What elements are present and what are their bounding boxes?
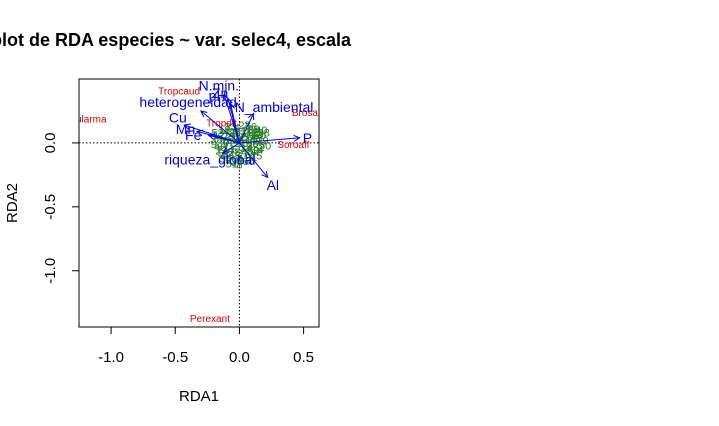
x-tick-label: -1.0 <box>98 349 124 366</box>
site-label: 37 <box>231 157 243 169</box>
y-axis: 0.0 -0.5 -1.0 <box>42 132 80 284</box>
site-label: 32 <box>253 142 265 154</box>
environment-arrow <box>201 111 240 144</box>
site-label: 60 <box>242 156 254 168</box>
environment-arrow <box>239 142 267 178</box>
y-tick-label: 0.0 <box>42 132 59 153</box>
site-label: 15 <box>229 151 241 163</box>
site-label: 43 <box>244 130 256 142</box>
y-tick-label: -0.5 <box>42 194 59 220</box>
site-label: 14 <box>251 144 263 156</box>
chart-title: Triplot de RDA especies ~ var. selec4, e… <box>0 30 352 50</box>
site-label: 20 <box>226 155 238 167</box>
environment-arrow <box>230 103 240 144</box>
environment-arrow <box>209 135 240 144</box>
zero-reference-lines <box>79 79 319 327</box>
environment-arrow-label: Fe <box>185 127 202 143</box>
site-label: 27 <box>242 134 254 146</box>
species-label: Tropdit <box>206 118 237 129</box>
site-label: 28 <box>228 147 240 159</box>
species-label: Bulcularma <box>57 115 107 126</box>
x-tick-label: 0.5 <box>293 349 314 366</box>
site-label: 6 <box>224 135 230 147</box>
site-label: 4 <box>234 123 240 135</box>
environment-arrow-label: Al <box>267 177 279 193</box>
site-label: 7 <box>243 148 249 160</box>
species-label: Soroaff <box>277 140 309 151</box>
environment-arrow-label: Zn <box>212 85 228 101</box>
site-label: 59 <box>232 144 244 156</box>
y-axis-title: RDA2 <box>4 183 21 223</box>
environment-arrow-label: pH <box>209 88 227 104</box>
site-label: 40 <box>255 125 267 137</box>
species-label: Perexant <box>190 314 230 325</box>
site-label: 39 <box>217 138 229 150</box>
site-label: 52 <box>247 146 259 158</box>
site-label: 1 <box>230 128 236 140</box>
site-label: 50 <box>259 140 271 152</box>
site-label: 9 <box>211 139 217 151</box>
y-tick-label: -1.0 <box>42 258 59 284</box>
site-label: 8 <box>236 160 242 172</box>
species-label: Brosa <box>292 108 319 119</box>
x-axis-title: RDA1 <box>179 388 219 405</box>
site-label: 23 <box>238 120 250 132</box>
site-label: 51 <box>226 158 238 170</box>
site-label: 3 <box>247 140 253 152</box>
x-tick-label: 0.0 <box>229 349 250 366</box>
site-label: 5 <box>252 134 258 146</box>
environment-arrow-label: Mn <box>176 121 195 137</box>
environment-arrow <box>238 114 253 144</box>
site-label: 49 <box>223 126 235 138</box>
environment-arrow-label: riqueza_global <box>164 152 255 168</box>
site-label: 41 <box>237 153 249 165</box>
site-label: 10 <box>254 130 266 142</box>
site-label: 29 <box>247 124 259 136</box>
species-labels: Tropcaud Brosa Tropdit Soroaff Perexant Bulcu… <box>57 87 319 326</box>
environment-arrow-label: P <box>303 130 312 146</box>
species-label: Tropcaud <box>158 87 200 98</box>
environment-arrow-label: Cu <box>169 109 187 125</box>
environment-arrow <box>239 138 299 144</box>
x-tick-label: -0.5 <box>162 349 188 366</box>
environment-arrow <box>223 142 240 153</box>
site-label: 58 <box>251 129 263 141</box>
x-axis: -1.0 -0.5 0.0 0.5 <box>98 326 314 366</box>
environment-arrow-label: N_ambiental <box>235 99 314 115</box>
environment-arrow-label: N.min. <box>199 77 239 93</box>
environment-arrow-label: heterogeneidad <box>139 94 236 110</box>
site-label: 34 <box>240 143 252 155</box>
site-label: 2 <box>240 132 246 144</box>
site-label: 30 <box>219 153 231 165</box>
site-label: 38 <box>258 128 270 140</box>
site-label: 36 <box>246 138 258 150</box>
site-label: 12 <box>246 126 258 138</box>
plot-frame <box>78 78 320 328</box>
